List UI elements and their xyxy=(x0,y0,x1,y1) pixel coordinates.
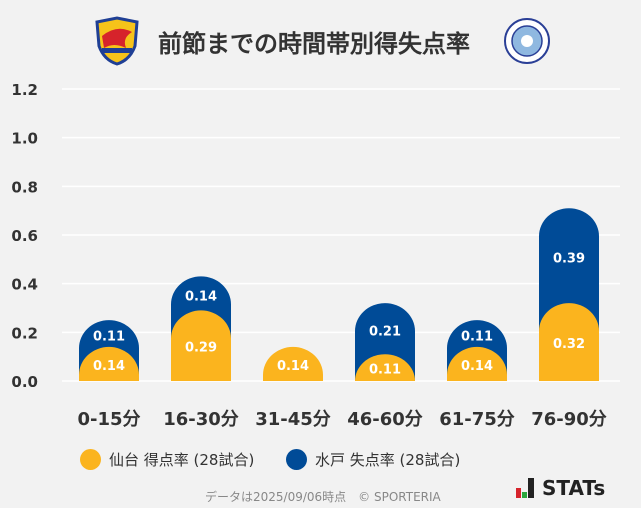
bar-sendai xyxy=(447,346,507,381)
y-tick-label: 1.2 xyxy=(11,81,38,99)
footer-note: データは2025/09/06時点 © SPORTERIA xyxy=(205,490,441,504)
data-label-sendai: 0.14 xyxy=(93,359,125,374)
data-label-mito: 0.11 xyxy=(93,330,125,345)
x-tick-label: 31-45分 xyxy=(255,409,331,430)
bar-sendai xyxy=(263,346,323,381)
data-label-mito: 0.39 xyxy=(553,252,585,267)
data-label-sendai: 0.29 xyxy=(185,341,217,356)
y-tick-label: 0.0 xyxy=(11,373,38,391)
legend-label-mito: 水戸 失点率 (28試合) xyxy=(315,451,461,469)
x-tick-label: 16-30分 xyxy=(163,409,239,430)
data-label-sendai: 0.14 xyxy=(277,359,309,374)
legend-swatch-sendai xyxy=(80,449,101,470)
legend-swatch-mito xyxy=(286,449,307,470)
bar-sendai xyxy=(171,310,232,381)
data-label-mito: 0.11 xyxy=(461,330,493,345)
bar-sendai xyxy=(539,303,599,381)
x-tick-label: 61-75分 xyxy=(439,409,515,430)
vegalta-logo xyxy=(95,16,139,66)
legend-item-mito: 水戸 失点率 (28試合) xyxy=(286,449,460,470)
mito-logo xyxy=(504,18,550,64)
data-label-sendai: 0.11 xyxy=(369,363,401,378)
bar-sendai xyxy=(355,354,415,381)
data-label-sendai: 0.14 xyxy=(461,359,493,374)
legend-item-sendai: 仙台 得点率 (28試合) xyxy=(80,449,254,470)
y-tick-label: 0.8 xyxy=(11,178,38,196)
stats-brand: STATs xyxy=(516,478,605,498)
legend-label-sendai: 仙台 得点率 (28試合) xyxy=(109,451,255,469)
x-tick-label: 0-15分 xyxy=(77,409,140,430)
stats-brand-text: STATs xyxy=(542,476,606,500)
bar-sendai xyxy=(79,346,139,381)
data-label-mito: 0.21 xyxy=(369,325,401,340)
data-label-mito: 0.14 xyxy=(185,289,217,304)
y-tick-label: 1.0 xyxy=(11,130,38,148)
y-tick-label: 0.2 xyxy=(11,324,38,342)
x-tick-label: 76-90分 xyxy=(531,409,607,430)
stats-logo-icon xyxy=(516,478,534,498)
y-tick-label: 0.4 xyxy=(11,276,38,294)
y-tick-label: 0.6 xyxy=(11,227,38,245)
chart-title: 前節までの時間帯別得失点率 xyxy=(158,30,470,58)
x-tick-label: 46-60分 xyxy=(347,409,423,430)
bar-chart: 0.0 0.2 0.4 0.6 0.8 1.0 1.2 0.11 0.14 0-15分 0.14 0.… xyxy=(11,81,620,430)
data-label-sendai: 0.32 xyxy=(553,337,585,352)
